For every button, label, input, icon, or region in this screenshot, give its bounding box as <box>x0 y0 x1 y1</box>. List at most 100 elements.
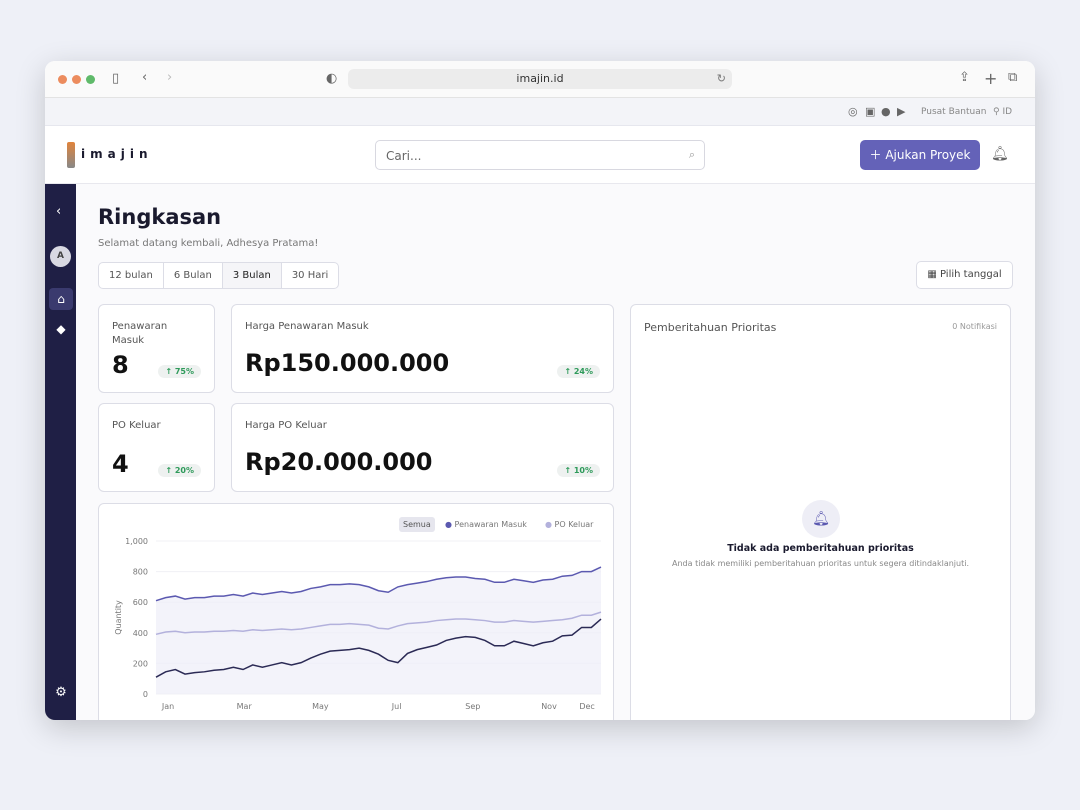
y-tick-label: 200 <box>133 659 148 668</box>
series-line <box>155 566 602 602</box>
date-picker-label: Pilih tanggal <box>939 269 1002 280</box>
bell-icon[interactable]: 🔔︎ <box>991 146 1009 162</box>
language-selector[interactable]: ⚲ ID <box>993 107 1013 117</box>
stat-value: Rp20.000.000 <box>245 448 433 476</box>
chart-card: Semua ● Penawaran Masuk ● PO Keluar 0 200… <box>98 503 614 720</box>
x-tick-label: Nov <box>541 702 557 711</box>
search-placeholder: Cari... <box>386 149 422 163</box>
sidebar-item-products[interactable]: ◆ <box>49 318 73 340</box>
filter-all-button[interactable]: Semua <box>399 517 435 532</box>
range-tabs: 12 bulan 6 Bulan 3 Bulan 30 Hari <box>98 262 340 289</box>
legend-po[interactable]: ● PO Keluar <box>545 520 593 529</box>
stat-card: Harga Penawaran Masuk Rp150.000.000 ↑ 24… <box>231 304 614 393</box>
minimize-window-button[interactable] <box>72 75 81 84</box>
stat-value: 8 <box>112 351 129 379</box>
stat-change-badge: ↑ 75% <box>158 365 201 378</box>
bell-icon: 🔔︎ <box>802 500 840 538</box>
tab-30-hari[interactable]: 30 Hari <box>291 270 329 281</box>
stat-change: 24% <box>573 367 593 376</box>
browser-window: ▯ ‹ › ◐ imajin.id ↻ ⇪ + ⧉ ◎ ▣ ● ▶ Pusat B… <box>45 61 1035 720</box>
top-info-bar: ◎ ▣ ● ▶ Pusat Bantuan ⚲ ID <box>45 98 1035 126</box>
x-tick-label: Sep <box>465 702 480 711</box>
notification-count: 0 Notifikasi <box>952 322 997 331</box>
cube-icon: ◆ <box>56 322 66 336</box>
legend-label: PO Keluar <box>554 520 594 529</box>
legend-label: Penawaran Masuk <box>454 520 527 529</box>
empty-state-title: Tidak ada pemberitahuan prioritas <box>727 543 914 554</box>
collapse-icon[interactable]: ‹ <box>56 204 62 219</box>
sidebar: ‹ A ⌂ ◆ ⚙ <box>45 184 76 720</box>
y-tick-label: 1,000 <box>125 537 148 546</box>
x-tick-label: Mar <box>237 702 253 711</box>
tab-6-bulan[interactable]: 6 Bulan <box>164 263 223 288</box>
share-icon[interactable]: ⇪ <box>959 70 970 85</box>
youtube-icon[interactable]: ▶ <box>897 105 906 118</box>
legend-dot: ● <box>545 520 552 529</box>
legend-penawaran[interactable]: ● Penawaran Masuk <box>445 520 527 529</box>
x-tick-label: May <box>312 702 329 711</box>
app-header: imajin Cari... ⌕ ＋ Ajukan Proyek 🔔︎ <box>45 126 1035 184</box>
browser-toolbar: ▯ ‹ › ◐ imajin.id ↻ ⇪ + ⧉ <box>45 61 1035 98</box>
instagram-icon[interactable]: ◎ <box>848 105 858 118</box>
new-tab-icon[interactable]: + <box>984 69 998 88</box>
back-icon[interactable]: ‹ <box>142 70 148 85</box>
address-bar[interactable]: imajin.id ↻ <box>348 69 732 89</box>
stat-label: PO Keluar <box>112 420 161 431</box>
page-title: Ringkasan <box>98 205 222 229</box>
y-tick-label: 400 <box>133 629 148 638</box>
reload-icon[interactable]: ↻ <box>716 72 726 85</box>
area-fill <box>156 567 601 694</box>
main-content: Ringkasan Selamat datang kembali, Adhesy… <box>76 184 1035 720</box>
close-window-button[interactable] <box>58 75 67 84</box>
avatar[interactable]: A <box>50 246 71 267</box>
submit-project-label: Ajukan Proyek <box>885 148 971 162</box>
tab-12-bulan[interactable]: 12 bulan <box>99 263 164 288</box>
stat-card: Penawaran Masuk 8 ↑ 75% <box>98 304 215 393</box>
stat-label: Harga Penawaran Masuk <box>245 321 369 332</box>
stat-change-badge: ↑ 24% <box>557 365 600 378</box>
logo-mark <box>67 142 75 168</box>
sidebar-toggle-icon[interactable]: ▯ <box>112 71 120 86</box>
empty-state-text: Anda tidak memiliki pemberitahuan priori… <box>672 559 969 568</box>
x-tick-label: Dec <box>579 702 594 711</box>
y-tick-label: 0 <box>143 690 148 699</box>
series-line <box>155 618 602 678</box>
stat-label: Harga PO Keluar <box>245 420 327 431</box>
stat-change-badge: ↑ 20% <box>158 464 201 477</box>
priority-notifications-panel: Pemberitahuan Prioritas 0 Notifikasi 🔔︎ … <box>630 304 1011 720</box>
panel-title: Pemberitahuan Prioritas <box>644 321 777 334</box>
shield-icon[interactable]: ◐ <box>326 71 338 86</box>
language-label: ID <box>1002 107 1013 117</box>
calendar-icon: ▦ <box>927 269 937 280</box>
forward-icon[interactable]: › <box>167 70 173 85</box>
stat-change: 75% <box>174 367 194 376</box>
sidebar-item-home[interactable]: ⌂ <box>49 288 73 310</box>
tab-3-bulan[interactable]: 3 Bulan <box>222 263 282 288</box>
stat-label: Penawaran Masuk <box>112 321 168 346</box>
series-line <box>155 611 602 636</box>
stat-card: PO Keluar 4 ↑ 20% <box>98 403 215 492</box>
logo[interactable]: imajin <box>81 147 153 161</box>
date-picker-button[interactable]: ▦ Pilih tanggal <box>916 261 1013 289</box>
facebook-icon[interactable]: ● <box>881 105 891 118</box>
plus-icon: ＋ <box>869 148 882 162</box>
stat-card: Harga PO Keluar Rp20.000.000 ↑ 10% <box>231 403 614 492</box>
search-input[interactable]: Cari... ⌕ <box>375 140 705 170</box>
maximize-window-button[interactable] <box>86 75 95 84</box>
y-axis-label: Quantity <box>114 600 123 635</box>
x-axis-label: Month <box>366 719 391 720</box>
url-text: imajin.id <box>516 72 564 85</box>
page-subtitle: Selamat datang kembali, Adhesya Pratama! <box>98 238 319 249</box>
submit-project-button[interactable]: ＋ Ajukan Proyek <box>860 140 980 170</box>
x-tick-label: Jan <box>161 702 174 711</box>
gear-icon: ⚙ <box>55 685 67 700</box>
sidebar-item-settings[interactable]: ⚙ <box>49 682 73 704</box>
search-icon[interactable]: ⌕ <box>688 148 695 161</box>
linkedin-icon[interactable]: ▣ <box>865 105 876 118</box>
stat-change: 20% <box>174 466 194 475</box>
stat-change: 10% <box>573 466 593 475</box>
x-tick-label: Jul <box>391 702 402 711</box>
stat-change-badge: ↑ 10% <box>557 464 600 477</box>
tabs-overview-icon[interactable]: ⧉ <box>1008 70 1018 85</box>
help-link[interactable]: Pusat Bantuan <box>921 107 987 117</box>
